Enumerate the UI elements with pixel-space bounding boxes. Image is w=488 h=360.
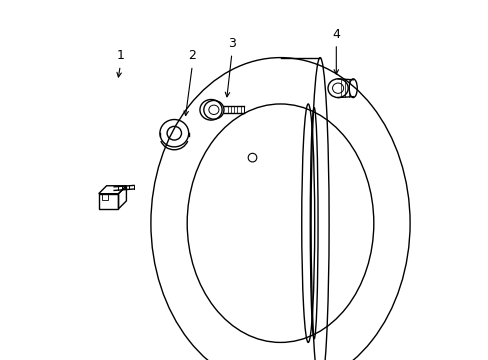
Text: 2: 2 bbox=[188, 49, 196, 62]
Text: 1: 1 bbox=[116, 49, 124, 62]
Text: 4: 4 bbox=[332, 28, 340, 41]
Text: 3: 3 bbox=[227, 37, 235, 50]
